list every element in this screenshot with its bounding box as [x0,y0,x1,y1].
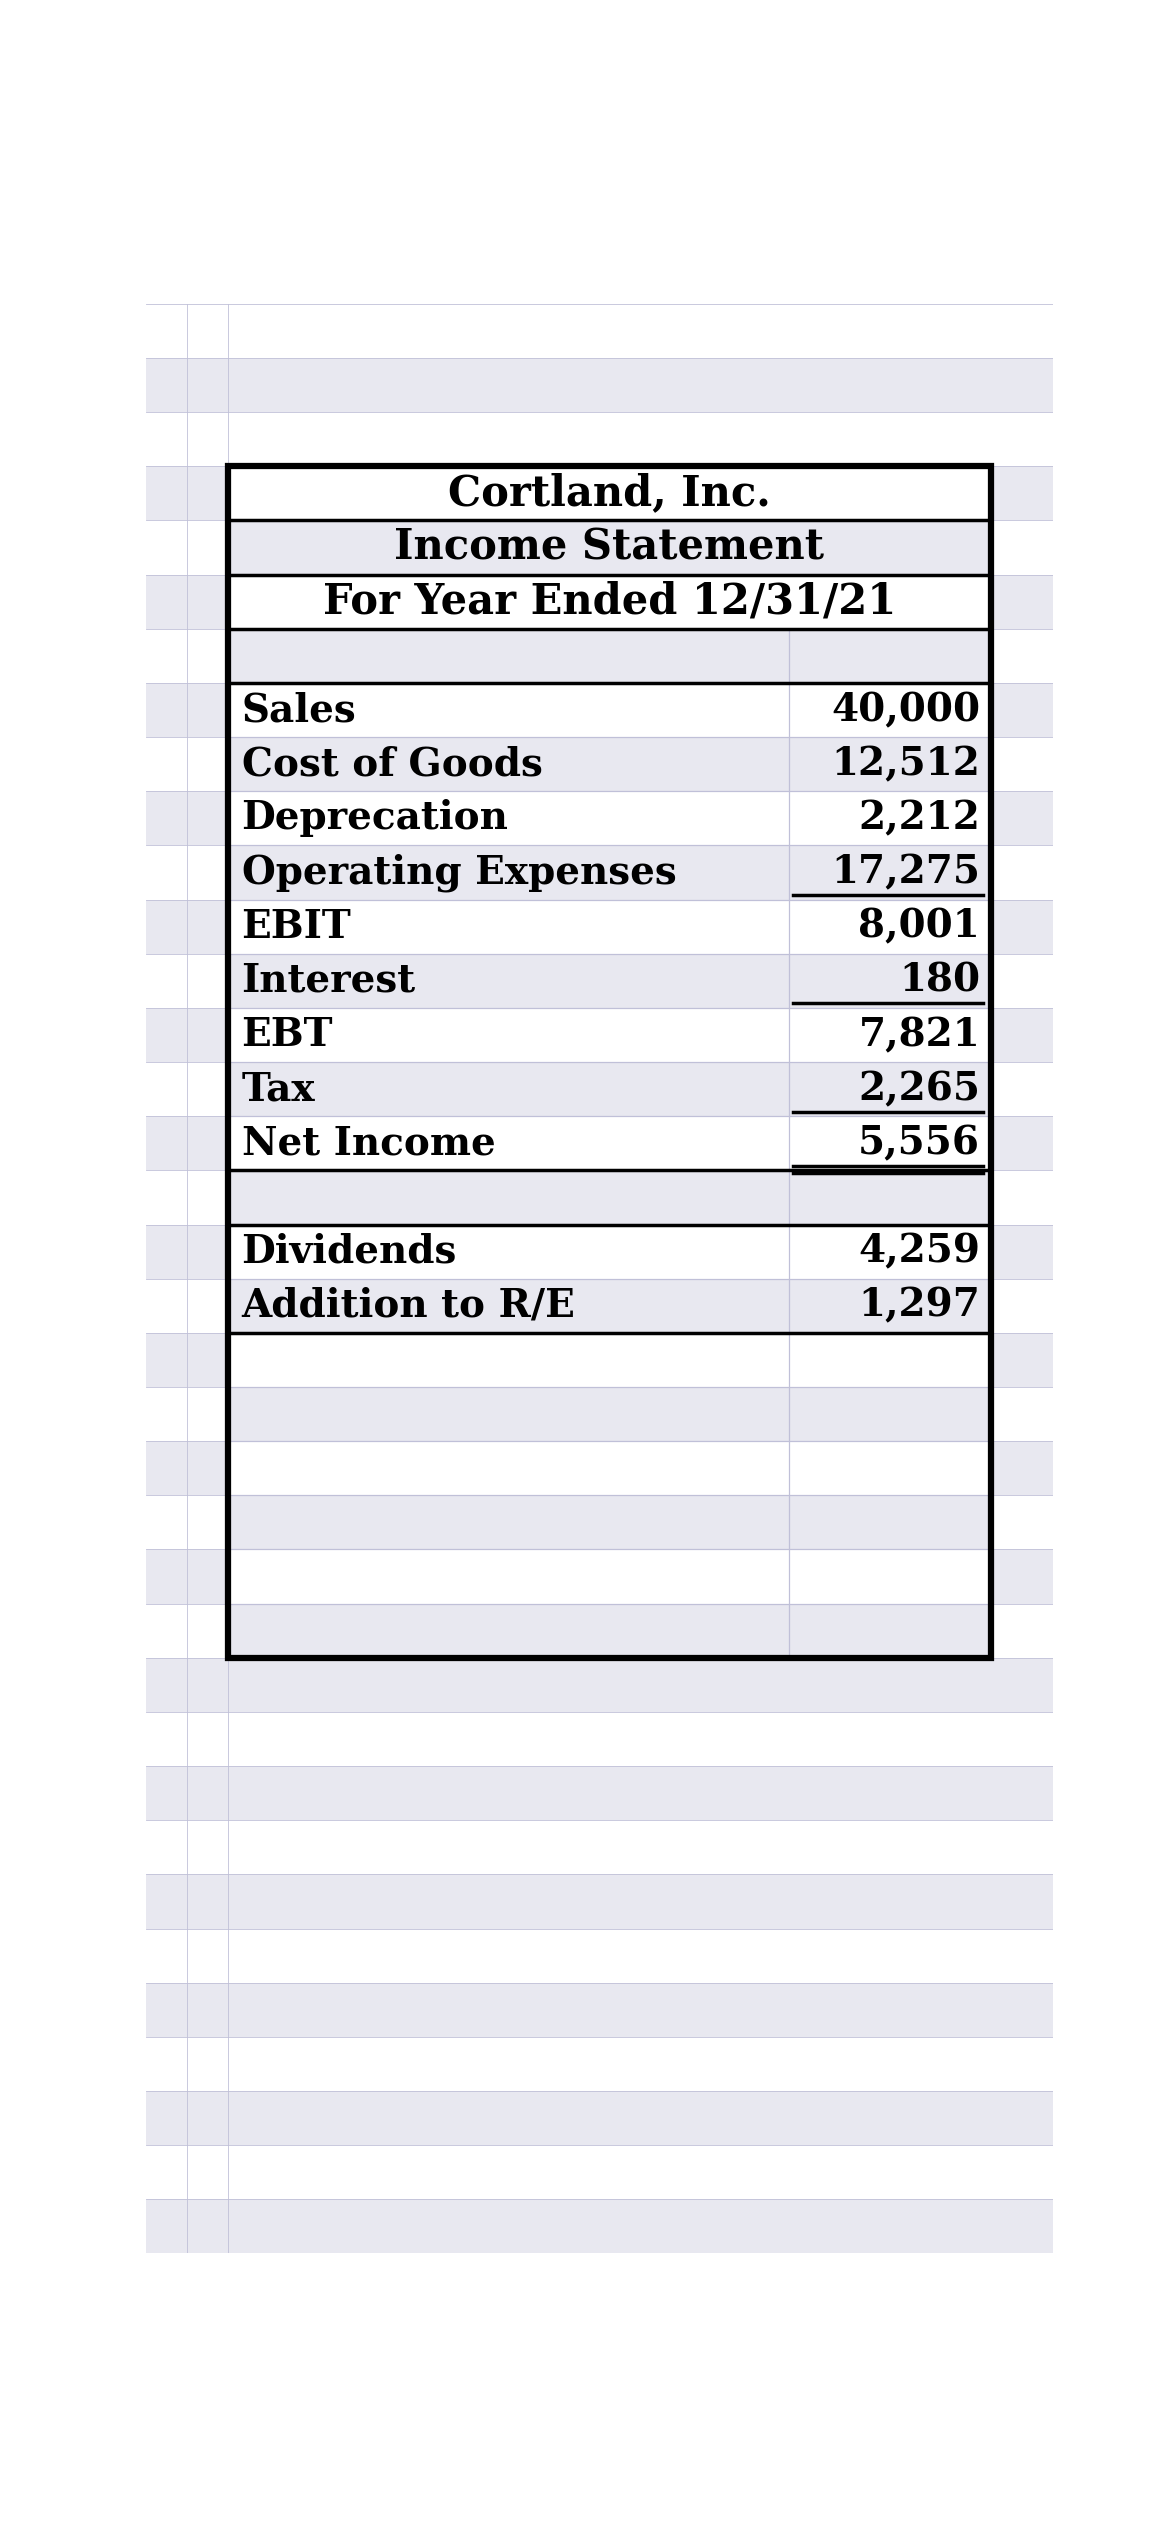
Bar [146,1496,1053,1550]
Bar [146,1874,1053,1929]
Bar [146,1388,1053,1441]
Bar [146,1550,1053,1603]
Bar [146,2200,1053,2253]
Bar [228,899,991,955]
Bar [228,1225,991,1279]
Bar [228,575,991,628]
Bar [146,304,1053,357]
Bar [146,1712,1053,1767]
Bar [146,1767,1053,1821]
Text: EBT: EBT [241,1015,333,1053]
Text: Income Statement: Income Statement [394,527,825,570]
Bar [146,1603,1053,1658]
Bar [146,575,1053,628]
Bar [146,955,1053,1008]
Bar [228,790,991,846]
Bar [146,1170,1053,1225]
Bar [146,466,1053,522]
Bar [228,684,991,737]
Bar [146,628,1053,684]
Bar [146,1332,1053,1388]
Bar [228,1441,991,1496]
Text: 1,297: 1,297 [859,1286,980,1324]
Bar [228,955,991,1008]
Bar [228,1550,991,1603]
Bar [146,413,1053,466]
Bar [146,737,1053,790]
Bar [146,2036,1053,2091]
Text: Cortland, Inc.: Cortland, Inc. [448,473,771,514]
Text: 8,001: 8,001 [859,906,980,944]
Bar [228,1603,991,1658]
Text: 2,265: 2,265 [858,1071,980,1109]
Text: Net Income: Net Income [241,1124,495,1162]
Bar [146,899,1053,955]
Text: Cost of Goods: Cost of Goods [241,744,543,782]
Bar [146,684,1053,737]
Bar [146,2091,1053,2145]
Bar [228,1332,991,1388]
Bar [146,1061,1053,1117]
Bar [228,1496,991,1550]
Bar [228,466,991,522]
Bar [146,1441,1053,1496]
Bar [146,1117,1053,1170]
Bar [228,628,991,684]
Bar [146,790,1053,846]
Bar [228,846,991,899]
Text: For Year Ended 12/31/21: For Year Ended 12/31/21 [323,580,896,623]
Bar [228,466,991,1658]
Text: Operating Expenses: Operating Expenses [241,853,676,891]
Text: 5,556: 5,556 [858,1124,980,1162]
Text: EBIT: EBIT [241,906,351,944]
Bar [146,2145,1053,2200]
Bar [146,1929,1053,1983]
Bar [228,1008,991,1061]
Text: 4,259: 4,259 [858,1233,980,1271]
Bar [146,1008,1053,1061]
Bar [146,1279,1053,1332]
Bar [146,1225,1053,1279]
Bar [228,1117,991,1170]
Bar [228,522,991,575]
Bar [228,1170,991,1225]
Text: Tax: Tax [241,1071,315,1109]
Bar [146,357,1053,413]
Text: 7,821: 7,821 [859,1015,980,1053]
Bar [146,1983,1053,2036]
Text: 12,512: 12,512 [831,744,980,782]
Text: Addition to R/E: Addition to R/E [241,1286,576,1324]
Text: 17,275: 17,275 [831,853,980,891]
Bar [146,522,1053,575]
Bar [146,1658,1053,1712]
Bar [146,846,1053,899]
Bar [228,1279,991,1332]
Bar [228,1061,991,1117]
Text: 180: 180 [899,962,980,1000]
Text: Deprecation: Deprecation [241,800,509,838]
Bar [146,2253,1053,2307]
Bar [228,466,991,1658]
Text: Dividends: Dividends [241,1233,457,1271]
Bar [228,1388,991,1441]
Text: 40,000: 40,000 [831,691,980,729]
Bar [228,737,991,790]
Bar [146,1821,1053,1874]
Text: 2,212: 2,212 [859,800,980,838]
Text: Sales: Sales [241,691,357,729]
Text: Interest: Interest [241,962,415,1000]
